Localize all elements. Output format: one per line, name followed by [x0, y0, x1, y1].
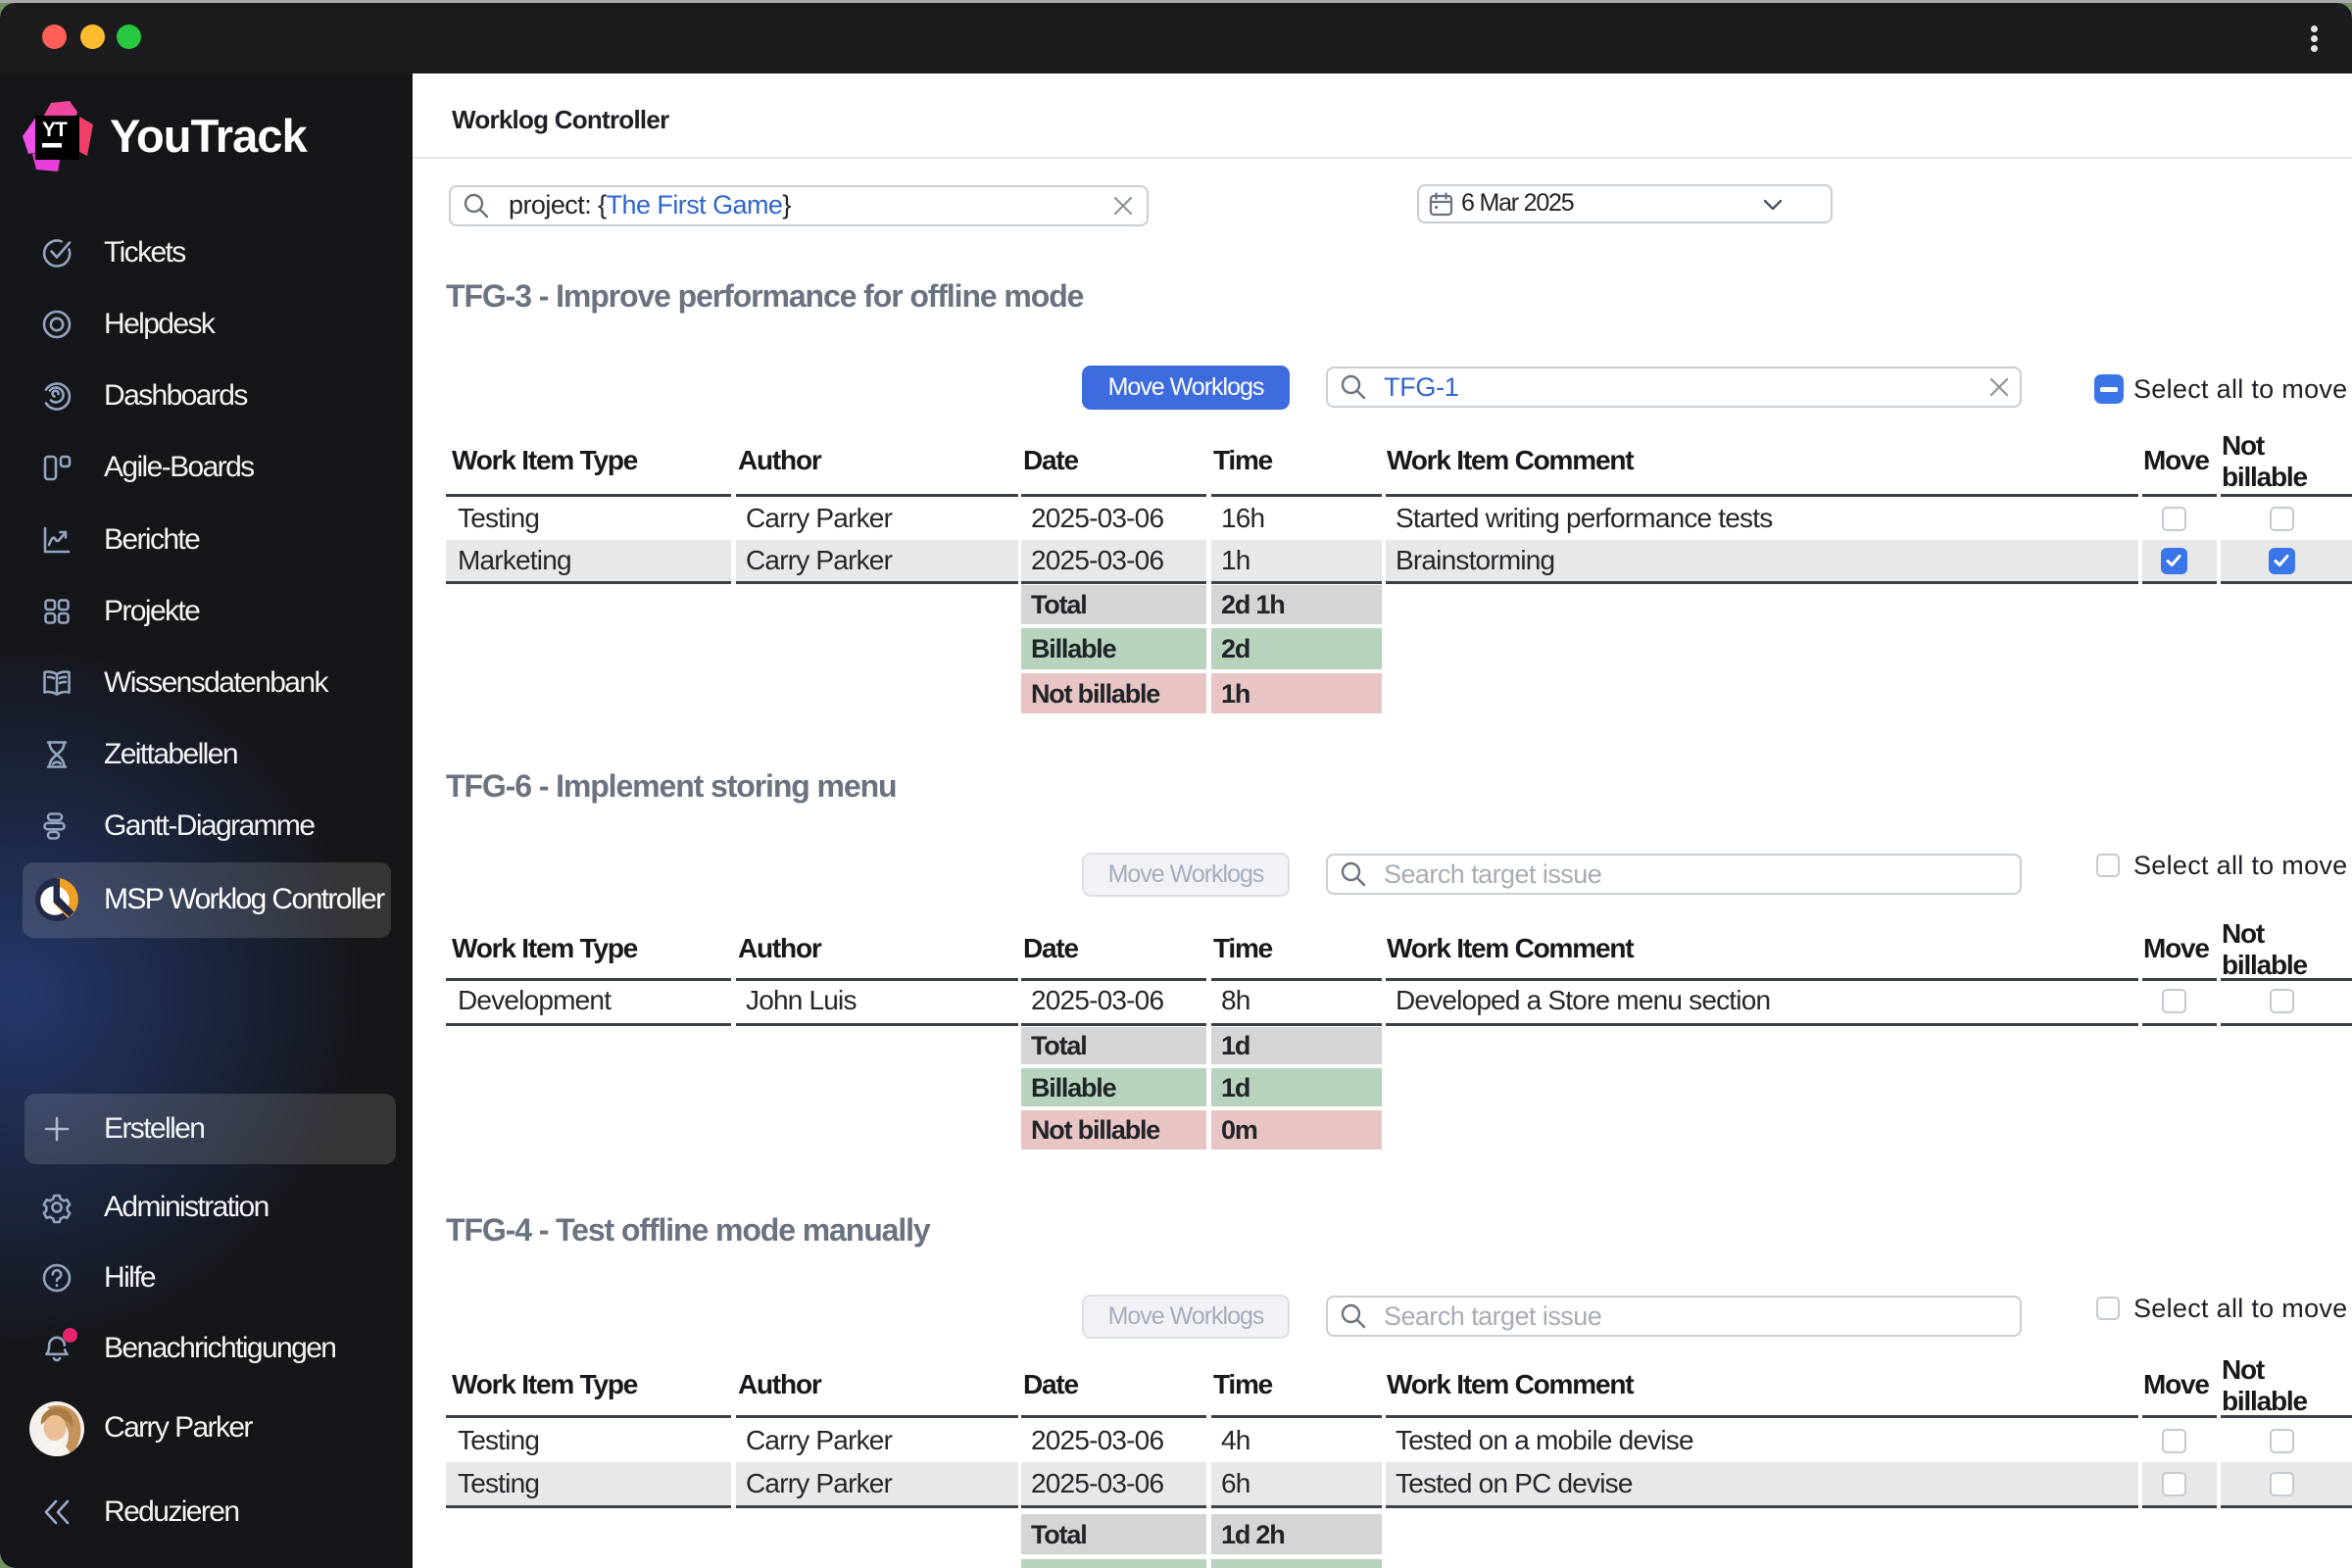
svg-text:YT: YT — [42, 119, 68, 141]
